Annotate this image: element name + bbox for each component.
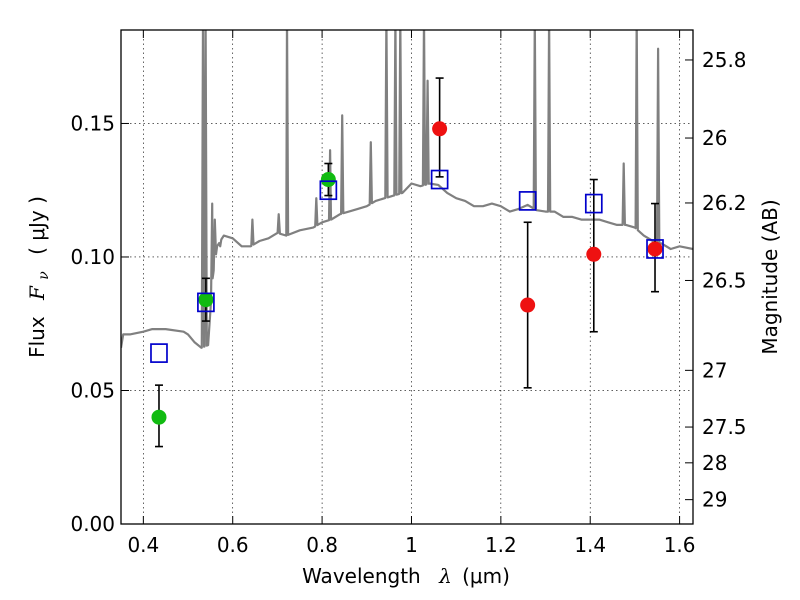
y-axis-label-text: Flux [25,316,49,358]
x-tick-label: 0.8 [306,533,338,557]
plot-frame [120,29,694,525]
x-axis-label-unit: (μm) [462,564,510,588]
red-data-point [647,241,663,257]
red-data-point [432,121,448,137]
green-data-point [151,409,167,425]
magnitude-tick-label: 26 [702,126,727,150]
x-tick-label: 1.2 [485,533,517,557]
x-axis-label: Wavelength λ (μm) [302,564,510,588]
x-tick-label: 1.4 [574,533,606,557]
magnitude-tick-label: 27 [702,358,727,382]
y-axis-label-subscript: ν [36,271,52,280]
y-tick-label: 0.15 [70,111,115,135]
model-square [646,239,664,259]
spectrum-line [121,30,693,349]
model-square [584,193,603,214]
x-tick-label: 1.6 [664,533,696,557]
magnitude-tick-label: 29 [702,488,727,512]
model-square [430,169,449,190]
magnitude-axis: 25.8 26 26.2 26.5 27 27.5 28 29 [685,48,747,512]
red-data-point [520,297,536,313]
model-square [150,343,168,363]
y-axis-label-symbol: F [25,285,49,301]
magnitude-tick-label: 26.5 [702,268,747,292]
magnitude-tick-label: 25.8 [702,48,747,72]
plot-background [121,30,693,524]
magnitude-tick-label: 27.5 [702,415,747,439]
y-tick-label: 0.05 [70,378,115,402]
y-axis-label: Flux F ν ( μJy ) [25,196,53,358]
green-data-point [320,172,336,188]
x-axis-label-text: Wavelength [302,564,421,588]
x-tick-label: 0.4 [127,533,159,557]
y-axis: 0.00 0.05 0.10 0.15 [70,111,129,536]
model-square [197,292,215,313]
magnitude-tick-label: 28 [702,451,727,475]
y-axis-label-unit: ( μJy ) [25,196,49,255]
y-tick-label: 0.10 [70,245,115,269]
magnitude-axis-label: Magnitude (AB) [758,199,782,354]
x-axis-label-symbol: λ [438,564,452,588]
x-axis: 0.4 0.6 0.8 1 1.2 1.4 1.6 [127,30,696,557]
red-data-point [586,246,602,262]
plot-area [121,30,693,448]
model-square [518,191,537,211]
x-tick-label: 0.6 [217,533,249,557]
magnitude-tick-label: 26.2 [702,191,747,215]
x-tick-label: 1 [405,533,418,557]
green-data-point [198,292,214,308]
y-tick-label: 0.00 [70,512,115,536]
model-square [319,180,338,201]
